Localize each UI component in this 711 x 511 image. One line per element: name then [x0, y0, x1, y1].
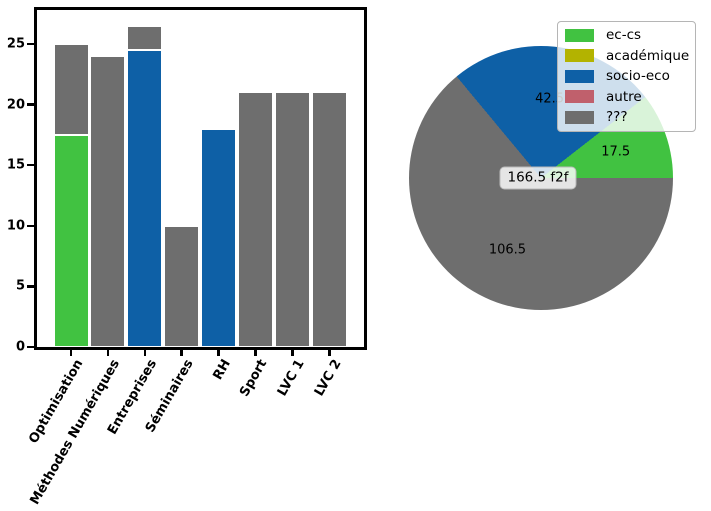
- legend-item-label: socio-eco: [606, 68, 670, 85]
- bar-segment: [238, 92, 273, 347]
- autre-swatch: [565, 90, 594, 104]
- bar-segment: [201, 128, 237, 347]
- y-tick-label: 15: [6, 157, 25, 173]
- legend-item: socio-eco: [565, 66, 688, 87]
- x-tick: [180, 350, 183, 356]
- legend-item-label: autre: [606, 88, 642, 105]
- bar-segment: [274, 92, 310, 347]
- ???-swatch: [565, 110, 594, 124]
- bar-segment: [127, 50, 163, 347]
- legend-item: ???: [565, 107, 688, 128]
- ec-cs-swatch: [565, 28, 594, 42]
- pie-center-label: 166.5 f2f: [499, 166, 577, 190]
- y-tick-label: 25: [6, 36, 25, 52]
- y-tick: [27, 345, 35, 349]
- x-tick: [106, 350, 110, 356]
- bar-segment: [311, 92, 347, 347]
- y-tick: [27, 42, 35, 46]
- y-tick-label: 20: [6, 97, 25, 113]
- y-tick-label: 5: [15, 278, 25, 294]
- y-tick: [27, 103, 35, 106]
- x-tick: [143, 350, 147, 356]
- bar-segment: [164, 225, 200, 347]
- x-tick-label-text: LVC 2: [311, 357, 345, 399]
- legend-box: ec-cs académique socio-eco autre???: [557, 21, 696, 132]
- legend-item-label: académique: [606, 47, 690, 64]
- legend-item: ec-cs: [565, 25, 688, 46]
- bar-segment: [90, 56, 126, 347]
- y-tick: [27, 224, 35, 228]
- socio-eco-swatch: [565, 69, 594, 83]
- pie-slice-label: 106.5: [488, 242, 527, 258]
- y-tick-label: 10: [6, 218, 25, 234]
- y-tick: [27, 163, 35, 167]
- x-tick-label-text: Sport: [237, 357, 271, 400]
- pie-slice-label: 17.5: [601, 144, 631, 160]
- legend-item-label: ec-cs: [606, 27, 642, 44]
- x-tick: [291, 350, 294, 356]
- bar-segment: [127, 25, 163, 51]
- académique-swatch: [565, 49, 594, 63]
- x-tick: [254, 350, 257, 356]
- x-tick: [217, 350, 220, 356]
- bar-segment: [53, 134, 89, 347]
- bar-chart-axes-frame: [34, 7, 367, 350]
- legend-item: académique: [565, 46, 690, 67]
- legend-item: autre: [565, 87, 688, 108]
- y-tick: [27, 285, 35, 288]
- bar-segment: [53, 44, 89, 135]
- legend-item-label: ???: [606, 109, 628, 126]
- x-tick: [69, 350, 73, 356]
- y-tick-label: 0: [15, 339, 25, 355]
- x-tick-label-text: RH: [210, 357, 234, 383]
- pie-slice-label: 42.5: [535, 91, 565, 107]
- x-tick: [328, 350, 331, 356]
- x-tick-label-text: LVC 1: [274, 357, 308, 399]
